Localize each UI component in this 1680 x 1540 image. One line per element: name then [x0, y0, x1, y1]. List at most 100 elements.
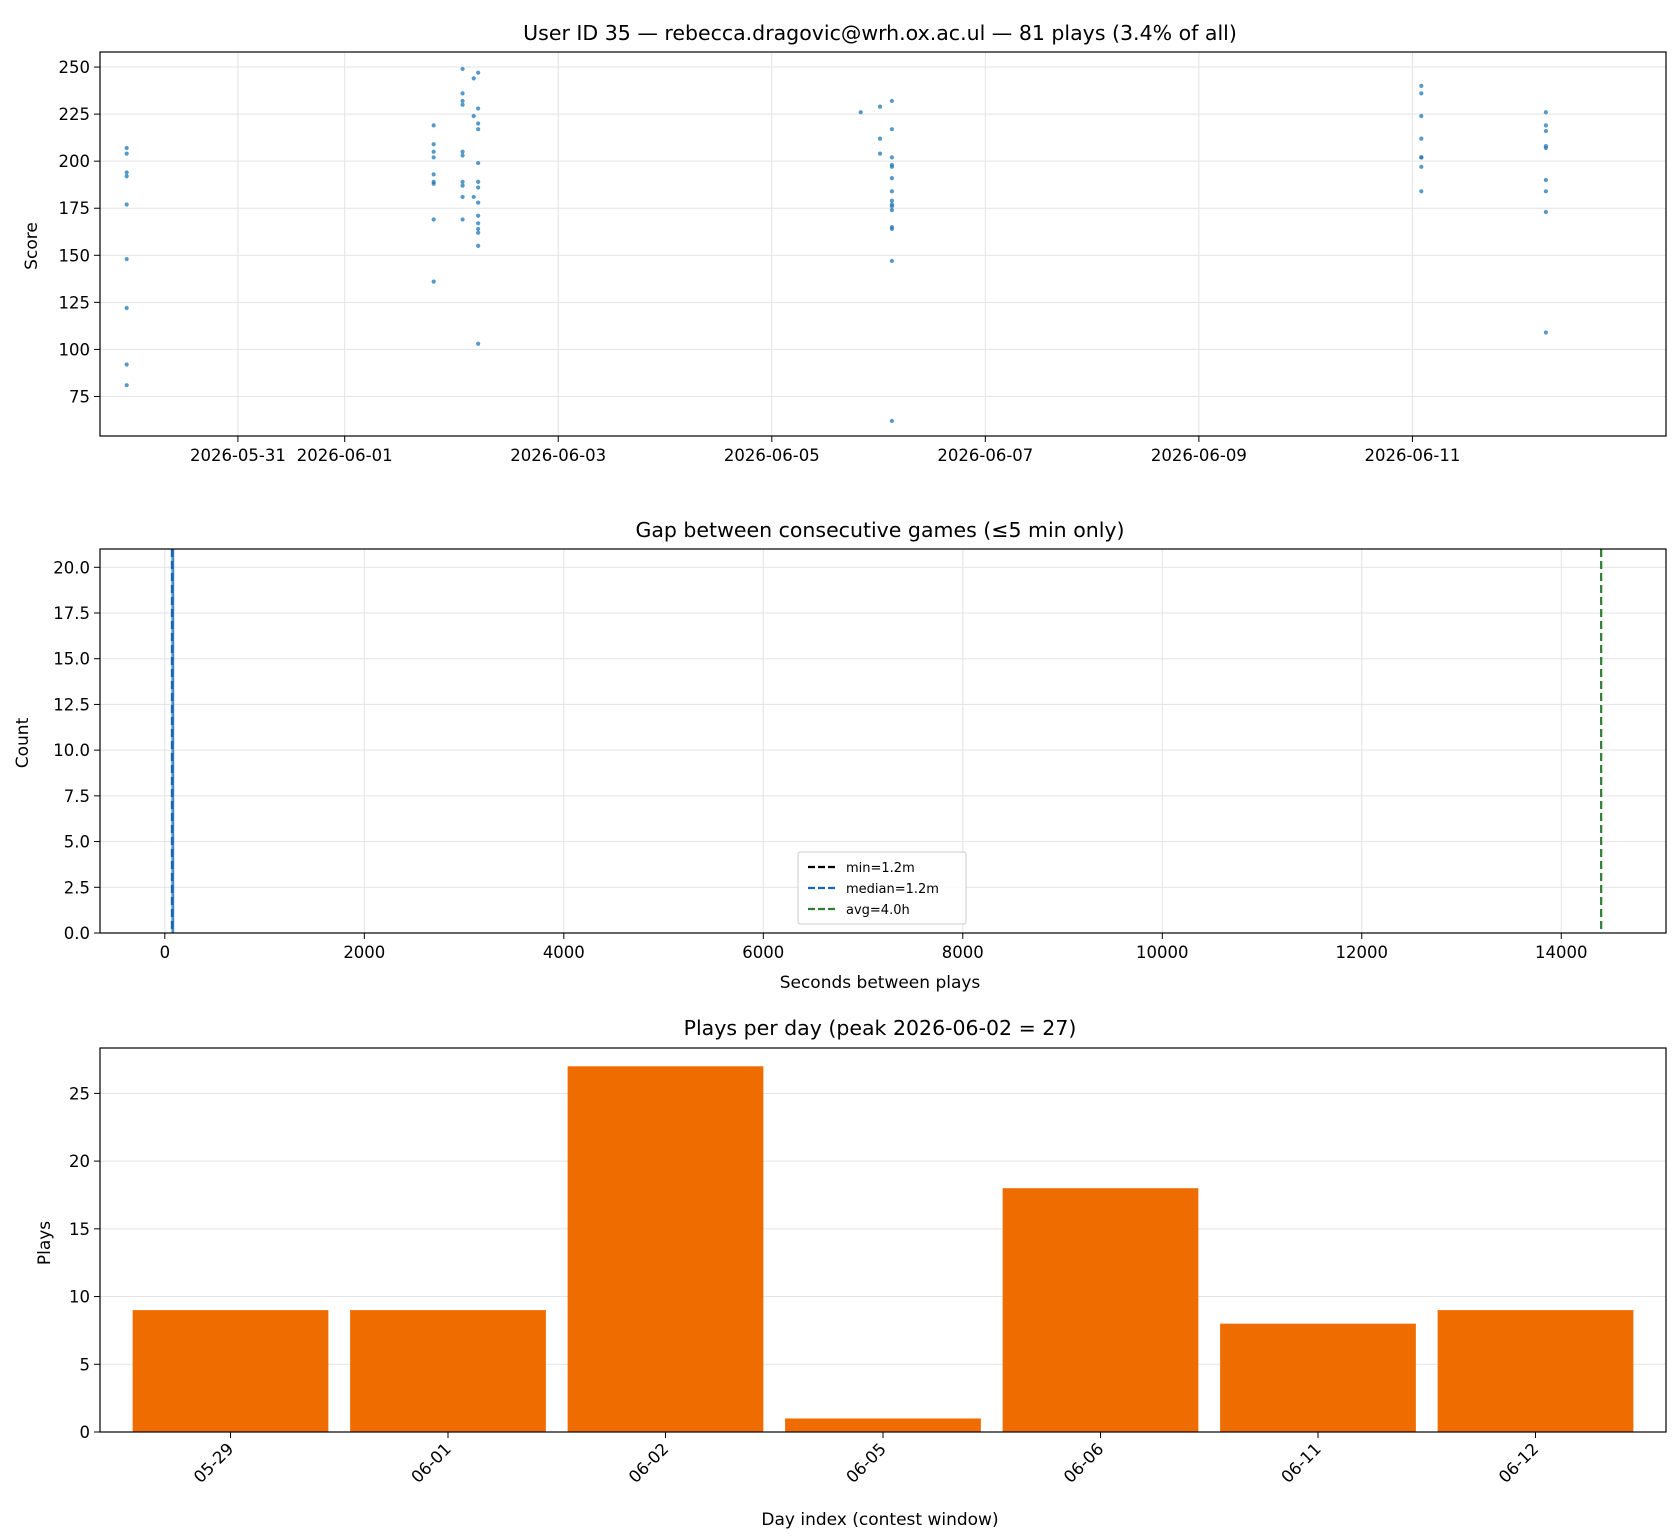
- scatter-point: [124, 362, 129, 367]
- scatter-point: [889, 204, 894, 209]
- scatter-y-tick-label: 200: [59, 152, 91, 171]
- scatter-point: [858, 110, 863, 115]
- scatter-point: [889, 226, 894, 232]
- bar: [785, 1418, 981, 1432]
- scatter-y-tick-label: 225: [59, 105, 91, 124]
- bar-axes-frame: [99, 1047, 1667, 1433]
- histogram-x-tick-label: 2000: [343, 943, 385, 962]
- scatter-point: [1543, 330, 1548, 335]
- histogram-x-tick-label: 6000: [742, 943, 784, 962]
- scatter-point: [471, 76, 476, 81]
- histogram-y-tick-label: 2.5: [64, 878, 90, 897]
- scatter-x-tick-label: 2026-06-01: [297, 446, 393, 465]
- scatter-point: [476, 230, 481, 235]
- score-scatter-chart: User ID 35 — rebecca.dragovic@wrh.ox.ac.…: [22, 21, 1667, 465]
- scatter-point: [476, 341, 481, 346]
- scatter-point: [889, 127, 894, 132]
- scatter-y-tick-label: 125: [59, 293, 91, 312]
- scatter-point: [476, 200, 481, 205]
- scatter-y-tick-label: 250: [59, 58, 91, 77]
- bar-y-tick-label: 0: [80, 1423, 91, 1442]
- histogram-x-tick-label: 14000: [1535, 943, 1588, 962]
- scatter-point: [1543, 177, 1548, 183]
- scatter-point: [124, 170, 129, 175]
- scatter-point: [476, 213, 481, 218]
- scatter-point: [877, 104, 883, 109]
- scatter-point: [460, 217, 465, 222]
- scatter-x-tick-label: 2026-06-11: [1364, 446, 1460, 465]
- bar-x-tick-label: 06-01: [407, 1439, 454, 1486]
- scatter-point: [1543, 123, 1548, 128]
- histogram-y-label: Count: [13, 717, 33, 768]
- scatter-point: [889, 258, 894, 264]
- scatter-point: [476, 160, 481, 166]
- histogram-y-tick-label: 5.0: [64, 833, 90, 852]
- scatter-ticks: 2026-05-31 2026-06-01 2026-06-03 2026-06-05…: [59, 58, 1461, 465]
- scatter-point: [460, 149, 465, 154]
- scatter-point: [460, 183, 465, 188]
- scatter-point: [460, 153, 465, 158]
- scatter-point: [889, 189, 894, 194]
- scatter-point: [431, 181, 436, 186]
- scatter-point: [431, 217, 436, 222]
- scatter-point: [460, 194, 465, 200]
- scatter-axes-frame: [99, 51, 1667, 437]
- scatter-point: [889, 155, 894, 160]
- scatter-point: [476, 185, 481, 190]
- scatter-x-tick-label: 2026-06-07: [937, 446, 1033, 465]
- scatter-point: [476, 121, 481, 126]
- scatter-point: [889, 208, 894, 213]
- scatter-point: [124, 202, 129, 207]
- histogram-ticks: 0 2000 4000 6000 8000 10000 12000 14000 0.0 2.5 5.…: [53, 558, 1587, 962]
- histogram-bar: [172, 549, 175, 933]
- bar-series: [132, 1066, 1634, 1432]
- bar: [350, 1310, 546, 1432]
- histogram-y-tick-label: 17.5: [53, 604, 90, 623]
- scatter-point: [1419, 83, 1424, 88]
- bar-x-tick-label: 06-12: [1495, 1439, 1542, 1486]
- scatter-point: [476, 106, 481, 111]
- bar: [1437, 1310, 1634, 1432]
- scatter-point: [476, 179, 481, 184]
- scatter-point: [124, 174, 129, 179]
- bar: [567, 1066, 764, 1432]
- scatter-point: [889, 418, 894, 424]
- scatter-point: [889, 98, 894, 104]
- scatter-point: [889, 198, 894, 203]
- bar-x-tick-label: 06-11: [1277, 1439, 1324, 1486]
- scatter-point: [124, 151, 129, 156]
- histogram-y-tick-label: 20.0: [53, 558, 90, 577]
- bar-y-tick-label: 5: [80, 1355, 91, 1374]
- scatter-point: [460, 91, 465, 96]
- scatter-point: [1543, 145, 1548, 151]
- bar-x-tick-label: 06-06: [1060, 1439, 1107, 1486]
- histogram-title: Gap between consecutive games (≤5 min on…: [635, 518, 1124, 542]
- bar-x-tick-label: 05-29: [190, 1439, 237, 1486]
- bar: [1002, 1188, 1199, 1432]
- scatter-point: [460, 179, 465, 184]
- scatter-x-tick-label: 2026-06-09: [1151, 446, 1247, 465]
- scatter-point: [460, 66, 465, 72]
- scatter-point: [1419, 113, 1424, 119]
- scatter-point: [471, 113, 476, 119]
- histogram-x-label: Seconds between plays: [780, 973, 981, 993]
- legend-label: avg=4.0h: [846, 903, 910, 918]
- scatter-y-tick-label: 100: [59, 340, 91, 359]
- bar-x-tick-label: 06-05: [842, 1439, 889, 1486]
- histogram-reference-lines: [170, 549, 1603, 933]
- scatter-point: [877, 151, 883, 156]
- legend-label: min=1.2m: [846, 861, 915, 876]
- histogram-y-tick-label: 0.0: [64, 924, 90, 943]
- histogram-y-tick-label: 10.0: [53, 741, 90, 760]
- scatter-point: [431, 155, 436, 160]
- scatter-point: [431, 142, 436, 147]
- scatter-point: [460, 98, 465, 104]
- histogram-y-tick-label: 12.5: [53, 695, 90, 714]
- gap-histogram-chart: Gap between consecutive games (≤5 min on…: [13, 518, 1667, 993]
- bar-y-tick-label: 10: [69, 1288, 90, 1307]
- bar-y-tick-label: 15: [69, 1220, 90, 1239]
- scatter-x-tick-label: 2026-06-03: [510, 446, 606, 465]
- scatter-x-tick-label: 2026-06-05: [724, 446, 820, 465]
- scatter-point: [1419, 155, 1424, 160]
- scatter-point: [460, 102, 465, 107]
